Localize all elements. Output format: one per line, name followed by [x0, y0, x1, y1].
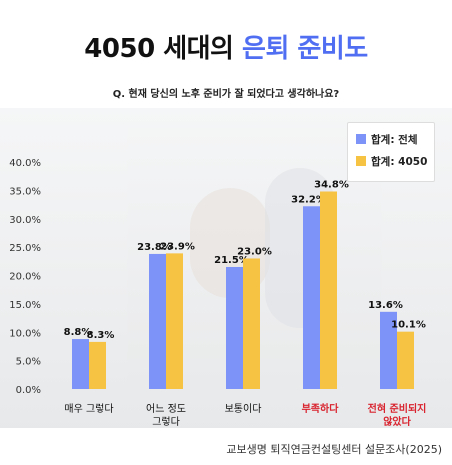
bar-4050	[397, 331, 414, 389]
y-tick-label: 5.0%	[16, 357, 41, 368]
data-label: 23.9%	[160, 241, 195, 252]
legend-label-4050: 합계: 4050	[371, 156, 428, 168]
x-category-label: 그렇다	[152, 415, 180, 428]
bar-4050	[320, 191, 337, 389]
legend-item-total: 합계: 전체	[356, 133, 418, 147]
data-label: 23.0%	[237, 246, 272, 257]
legend-swatch-4050	[356, 156, 366, 166]
x-category-label: 매우 그렇다	[64, 402, 113, 415]
data-label: 34.8%	[314, 180, 349, 191]
chart-title-highlight: 은퇴 준비도	[242, 34, 368, 64]
source-note: 교보생명 퇴직연금컨설팅센터 설문조사(2025)	[226, 443, 442, 456]
bar-4050	[243, 258, 260, 389]
chart-title-part1: 4050 세대의	[84, 34, 243, 64]
legend-label-total: 합계: 전체	[371, 134, 418, 146]
data-label: 10.1%	[391, 320, 426, 331]
bar-total	[303, 206, 320, 389]
y-tick-label: 10.0%	[9, 328, 41, 339]
survey-question: Q. 현재 당신의 노후 준비가 잘 되었다고 생각하나요?	[112, 89, 340, 100]
data-label: 23.8%	[137, 242, 172, 253]
y-tick-label: 35.0%	[9, 186, 41, 197]
legend-swatch-total	[356, 134, 366, 144]
data-label: 21.5%	[214, 255, 249, 266]
legend-item-4050: 합계: 4050	[356, 155, 427, 169]
bar-4050	[166, 253, 183, 389]
y-tick-label: 40.0%	[9, 158, 41, 169]
x-category-label: 보통이다	[225, 403, 262, 415]
data-label: 13.6%	[368, 300, 403, 311]
chart-title: 4050 세대의 은퇴 준비도	[0, 28, 452, 65]
bar-4050	[89, 341, 106, 389]
x-category-label: 어느 정도	[146, 403, 186, 415]
data-label: 8.8%	[64, 327, 92, 338]
x-category-label: 않았다	[383, 415, 411, 428]
x-category-label: 전혀 준비되지	[368, 402, 427, 415]
y-tick-label: 15.0%	[9, 300, 41, 311]
y-tick-label: 20.0%	[9, 272, 41, 283]
y-tick-label: 25.0%	[9, 243, 41, 254]
bar-total	[226, 266, 243, 389]
bar-total	[72, 339, 89, 389]
bar-total	[380, 311, 397, 389]
legend: 합계: 전체 합계: 4050	[347, 122, 435, 182]
data-label: 32.2%	[291, 194, 326, 205]
bar-total	[149, 253, 166, 389]
y-tick-label: 0.0%	[16, 385, 41, 396]
x-category-label: 부족하다	[302, 402, 340, 415]
data-label: 8.3%	[87, 330, 115, 341]
y-tick-label: 30.0%	[9, 215, 41, 226]
